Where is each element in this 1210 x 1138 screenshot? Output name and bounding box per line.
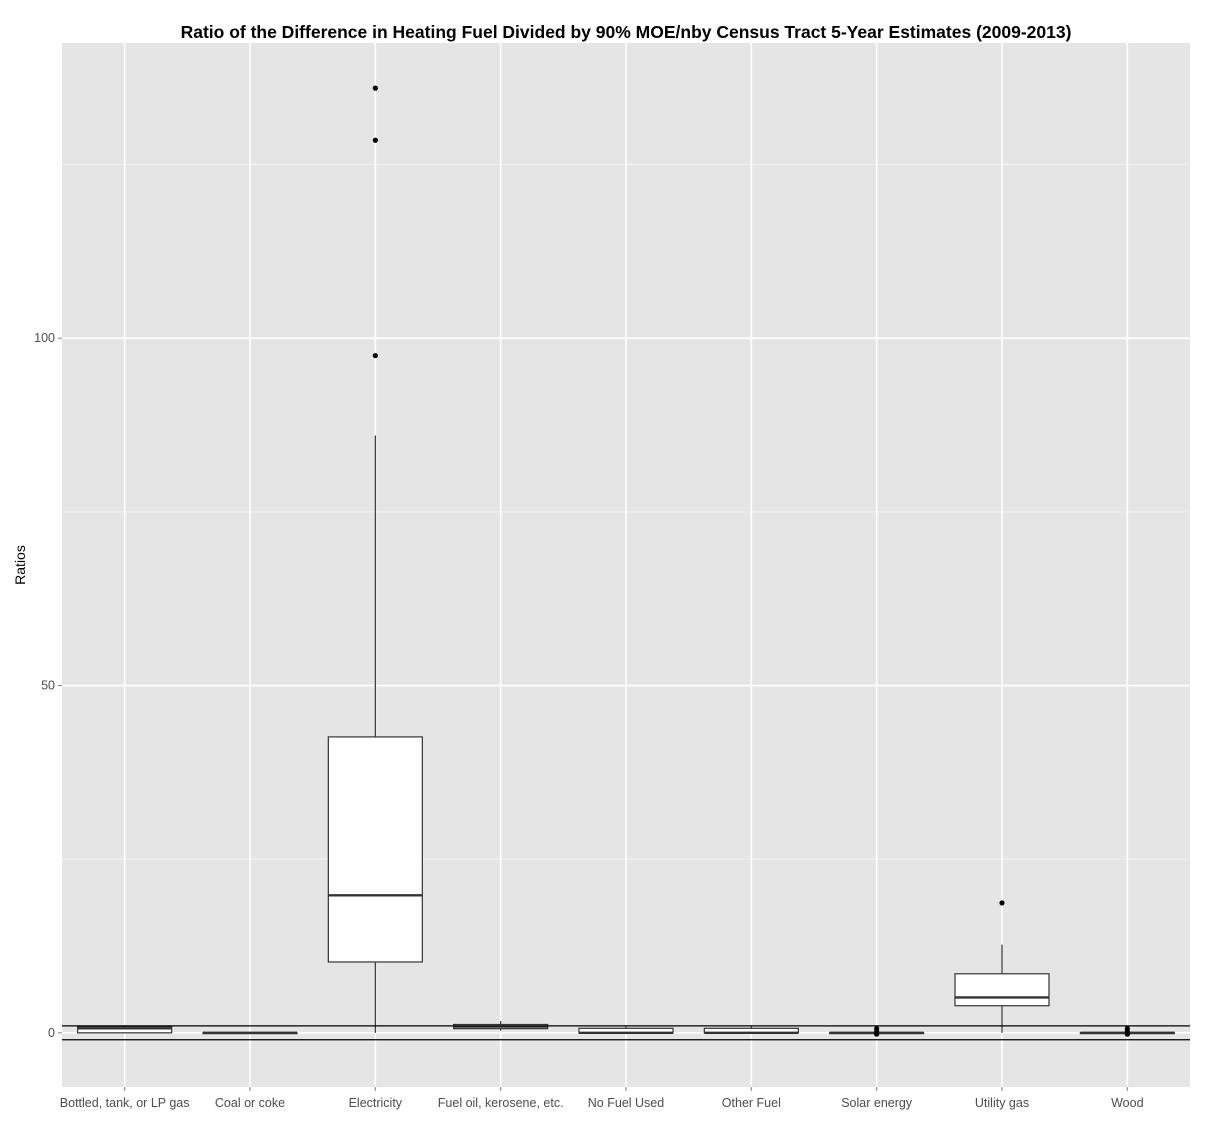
box-9	[1079, 1026, 1175, 1037]
x-tick-label: No Fuel Used	[588, 1096, 664, 1110]
outlier-point	[1124, 1026, 1130, 1032]
outlier-point	[999, 900, 1005, 906]
y-axis-ticks: 0 50 100	[34, 331, 62, 1040]
box-group	[77, 85, 1175, 1037]
box-body	[954, 973, 1050, 1007]
box-2	[202, 1031, 298, 1035]
x-tick-label: Solar energy	[841, 1096, 913, 1110]
outlier-point	[874, 1026, 880, 1032]
y-tick-label: 50	[41, 679, 55, 693]
x-axis-ticks: Bottled, tank, or LP gas Coal or coke Elec…	[60, 1087, 1144, 1110]
box-4	[453, 1021, 549, 1031]
reference-lines	[62, 1025, 1190, 1041]
box-body	[327, 736, 423, 963]
outlier-point	[372, 85, 378, 91]
y-tick-label: 100	[34, 331, 55, 345]
box-body	[77, 1025, 173, 1034]
grid-lines	[62, 43, 1190, 1087]
box-3	[327, 85, 423, 1033]
x-tick-label: Electricity	[349, 1096, 403, 1110]
x-tick-label: Utility gas	[975, 1096, 1029, 1110]
outlier-point	[372, 137, 378, 143]
y-tick-label: 0	[48, 1026, 55, 1040]
x-tick-label: Fuel oil, kerosene, etc.	[438, 1096, 564, 1110]
box-7	[829, 1026, 925, 1037]
x-tick-label: Wood	[1111, 1096, 1143, 1110]
outlier-point	[372, 352, 378, 359]
x-tick-label: Coal or coke	[215, 1096, 285, 1110]
chart-title: Ratio of the Difference in Heating Fuel …	[181, 22, 1072, 42]
x-tick-label: Other Fuel	[722, 1096, 781, 1110]
box-8	[954, 900, 1050, 1033]
y-axis-title: Ratios	[12, 545, 28, 585]
x-tick-label: Bottled, tank, or LP gas	[60, 1096, 190, 1110]
